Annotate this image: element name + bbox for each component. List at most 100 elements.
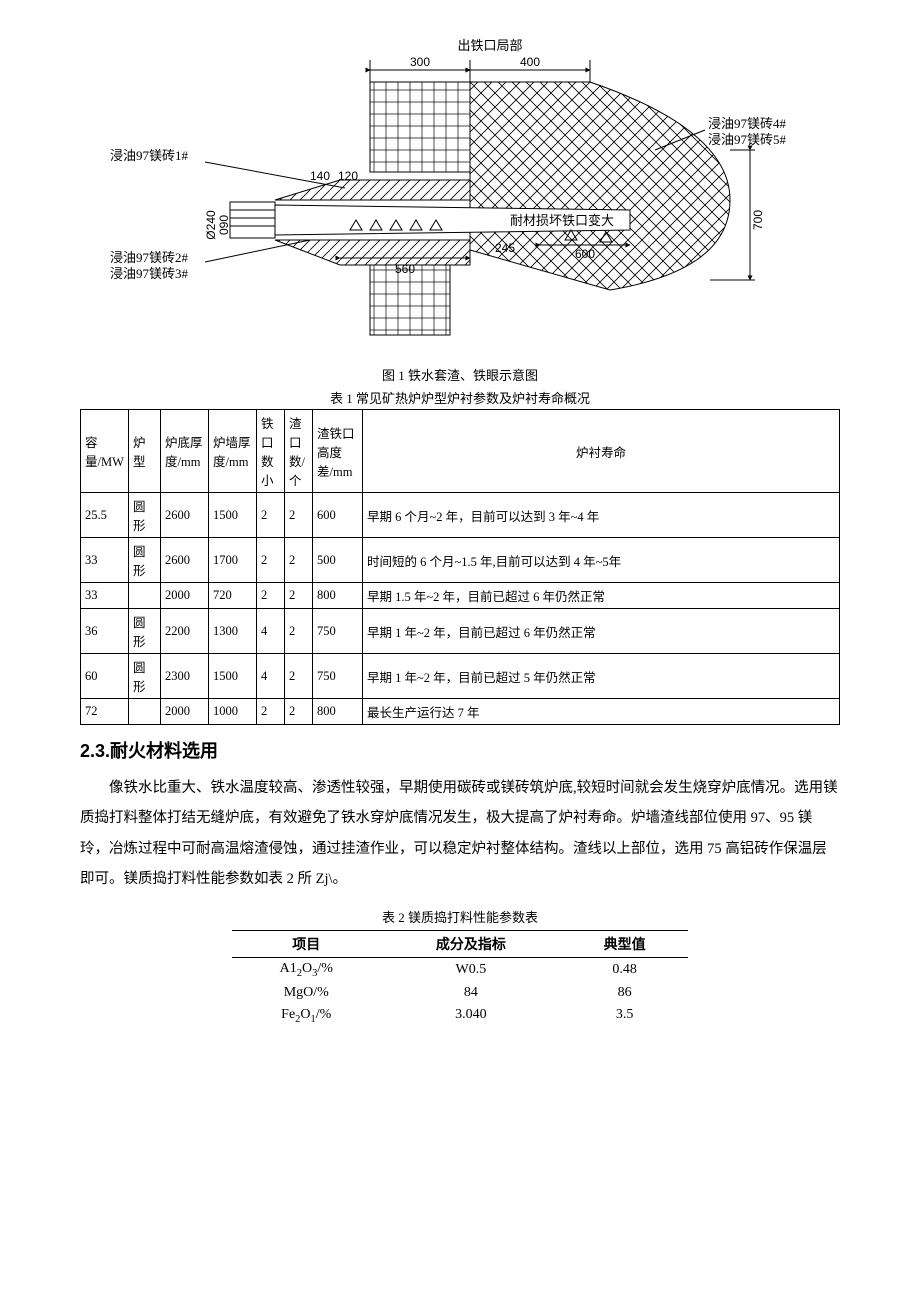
cell-bot: 2200 bbox=[161, 609, 209, 654]
svg-text:Ø240: Ø240 bbox=[204, 210, 218, 240]
cell-cap: 33 bbox=[81, 583, 129, 609]
cell-item: MgO/% bbox=[232, 982, 381, 1004]
t2-h-item: 项目 bbox=[232, 930, 381, 957]
table-row: 36圆形2200130042750早期 1 年~2 年，目前已超过 6 年仍然正… bbox=[81, 609, 840, 654]
cell-shape: 圆形 bbox=[129, 493, 161, 538]
cell-hd: 600 bbox=[313, 493, 363, 538]
table-row: Fe2O1/%3.0403.5 bbox=[232, 1004, 688, 1028]
cell-slag: 2 bbox=[285, 654, 313, 699]
table-row: 33圆形2600170022500时间短的 6 个月~1.5 年,目前可以达到 … bbox=[81, 538, 840, 583]
svg-text:耐材损坏铁口变大: 耐材损坏铁口变大 bbox=[510, 213, 614, 228]
cell-typ: 86 bbox=[561, 982, 688, 1004]
cell-spec: W0.5 bbox=[381, 957, 562, 981]
table-1: 容量/MW 炉型 炉底厚度/mm 炉墙厚度/mm 铁口数小 渣口数/个 渣铁口高… bbox=[80, 409, 840, 725]
svg-text:600: 600 bbox=[575, 247, 595, 261]
figure-1: 出铁口局部 300 400 bbox=[80, 30, 840, 355]
cell-slag: 2 bbox=[285, 583, 313, 609]
cell-iron: 4 bbox=[257, 654, 285, 699]
cell-bot: 2600 bbox=[161, 493, 209, 538]
svg-text:300: 300 bbox=[410, 55, 430, 69]
svg-text:090: 090 bbox=[217, 215, 231, 235]
cell-spec: 84 bbox=[381, 982, 562, 1004]
cell-shape bbox=[129, 583, 161, 609]
svg-text:浸油97镁砖2#: 浸油97镁砖2# bbox=[110, 250, 189, 265]
t1-h-life: 炉衬寿命 bbox=[363, 410, 840, 493]
cell-life: 早期 1 年~2 年，目前已超过 6 年仍然正常 bbox=[363, 609, 840, 654]
table-1-caption: 表 1 常见矿热炉炉型炉衬参数及炉衬寿命概况 bbox=[80, 388, 840, 407]
cell-iron: 2 bbox=[257, 538, 285, 583]
cell-shape: 圆形 bbox=[129, 609, 161, 654]
cell-iron: 2 bbox=[257, 493, 285, 538]
cell-hd: 750 bbox=[313, 654, 363, 699]
cell-wall: 1300 bbox=[209, 609, 257, 654]
cell-typ: 0.48 bbox=[561, 957, 688, 981]
cell-hd: 500 bbox=[313, 538, 363, 583]
cell-wall: 1500 bbox=[209, 493, 257, 538]
cell-wall: 1700 bbox=[209, 538, 257, 583]
cell-bot: 2000 bbox=[161, 699, 209, 725]
section-heading: 2.3.耐火材料选用 bbox=[80, 737, 840, 763]
cell-slag: 2 bbox=[285, 538, 313, 583]
cell-hd: 750 bbox=[313, 609, 363, 654]
cell-bot: 2000 bbox=[161, 583, 209, 609]
t1-h-slag: 渣口数/个 bbox=[285, 410, 313, 493]
t1-h-hd: 渣铁口高度差/mm bbox=[313, 410, 363, 493]
fig-title: 出铁口局部 bbox=[457, 38, 522, 53]
svg-text:245: 245 bbox=[495, 241, 515, 255]
cell-shape bbox=[129, 699, 161, 725]
table-2-header-row: 项目 成分及指标 典型值 bbox=[232, 930, 688, 957]
cell-iron: 2 bbox=[257, 583, 285, 609]
svg-text:400: 400 bbox=[520, 55, 540, 69]
svg-text:浸油97镁砖5#: 浸油97镁砖5# bbox=[708, 132, 787, 147]
figure-1-caption: 图 1 铁水套渣、铁眼示意图 bbox=[80, 365, 840, 384]
svg-text:浸油97镁砖3#: 浸油97镁砖3# bbox=[110, 266, 189, 281]
cell-cap: 36 bbox=[81, 609, 129, 654]
cell-wall: 1000 bbox=[209, 699, 257, 725]
table-row: MgO/%8486 bbox=[232, 982, 688, 1004]
figure-1-diagram: 出铁口局部 300 400 bbox=[110, 30, 810, 350]
cell-hd: 800 bbox=[313, 699, 363, 725]
cell-hd: 800 bbox=[313, 583, 363, 609]
svg-text:浸油97镁砖4#: 浸油97镁砖4# bbox=[708, 116, 787, 131]
svg-text:120: 120 bbox=[338, 169, 358, 183]
table-row: 60圆形2300150042750早期 1 年~2 年，目前已超过 5 年仍然正… bbox=[81, 654, 840, 699]
cell-iron: 2 bbox=[257, 699, 285, 725]
table-2-caption: 表 2 镁质捣打料性能参数表 bbox=[80, 907, 840, 926]
cell-iron: 4 bbox=[257, 609, 285, 654]
cell-shape: 圆形 bbox=[129, 654, 161, 699]
cell-slag: 2 bbox=[285, 609, 313, 654]
cell-typ: 3.5 bbox=[561, 1004, 688, 1028]
cell-cap: 60 bbox=[81, 654, 129, 699]
t1-h-wall: 炉墙厚度/mm bbox=[209, 410, 257, 493]
cell-spec: 3.040 bbox=[381, 1004, 562, 1028]
section-paragraph: 像铁水比重大、铁水温度较高、渗透性较强，早期使用碳砖或镁砖筑炉底,较短时间就会发… bbox=[80, 773, 840, 895]
cell-wall: 1500 bbox=[209, 654, 257, 699]
t1-h-cap: 容量/MW bbox=[81, 410, 129, 493]
cell-shape: 圆形 bbox=[129, 538, 161, 583]
cell-slag: 2 bbox=[285, 493, 313, 538]
cell-life: 时间短的 6 个月~1.5 年,目前可以达到 4 年~5年 bbox=[363, 538, 840, 583]
table-2: 项目 成分及指标 典型值 A12O3/%W0.50.48MgO/%8486Fe2… bbox=[232, 930, 688, 1028]
cell-item: A12O3/% bbox=[232, 957, 381, 981]
table-row: 25.5圆形2600150022600早期 6 个月~2 年，目前可以达到 3 … bbox=[81, 493, 840, 538]
cell-wall: 720 bbox=[209, 583, 257, 609]
table-1-header-row: 容量/MW 炉型 炉底厚度/mm 炉墙厚度/mm 铁口数小 渣口数/个 渣铁口高… bbox=[81, 410, 840, 493]
cell-cap: 25.5 bbox=[81, 493, 129, 538]
cell-bot: 2600 bbox=[161, 538, 209, 583]
svg-text:140: 140 bbox=[310, 169, 330, 183]
cell-life: 早期 1.5 年~2 年，目前已超过 6 年仍然正常 bbox=[363, 583, 840, 609]
cell-life: 最长生产运行达 7 年 bbox=[363, 699, 840, 725]
table-row: 722000100022800最长生产运行达 7 年 bbox=[81, 699, 840, 725]
cell-slag: 2 bbox=[285, 699, 313, 725]
t1-h-iron: 铁口数小 bbox=[257, 410, 285, 493]
svg-text:700: 700 bbox=[751, 210, 765, 230]
svg-text:560: 560 bbox=[395, 262, 415, 276]
cell-item: Fe2O1/% bbox=[232, 1004, 381, 1028]
table-row: A12O3/%W0.50.48 bbox=[232, 957, 688, 981]
cell-life: 早期 1 年~2 年，目前已超过 5 年仍然正常 bbox=[363, 654, 840, 699]
table-row: 33200072022800早期 1.5 年~2 年，目前已超过 6 年仍然正常 bbox=[81, 583, 840, 609]
cell-cap: 72 bbox=[81, 699, 129, 725]
t2-h-typ: 典型值 bbox=[561, 930, 688, 957]
t1-h-shape: 炉型 bbox=[129, 410, 161, 493]
t1-h-bot: 炉底厚度/mm bbox=[161, 410, 209, 493]
